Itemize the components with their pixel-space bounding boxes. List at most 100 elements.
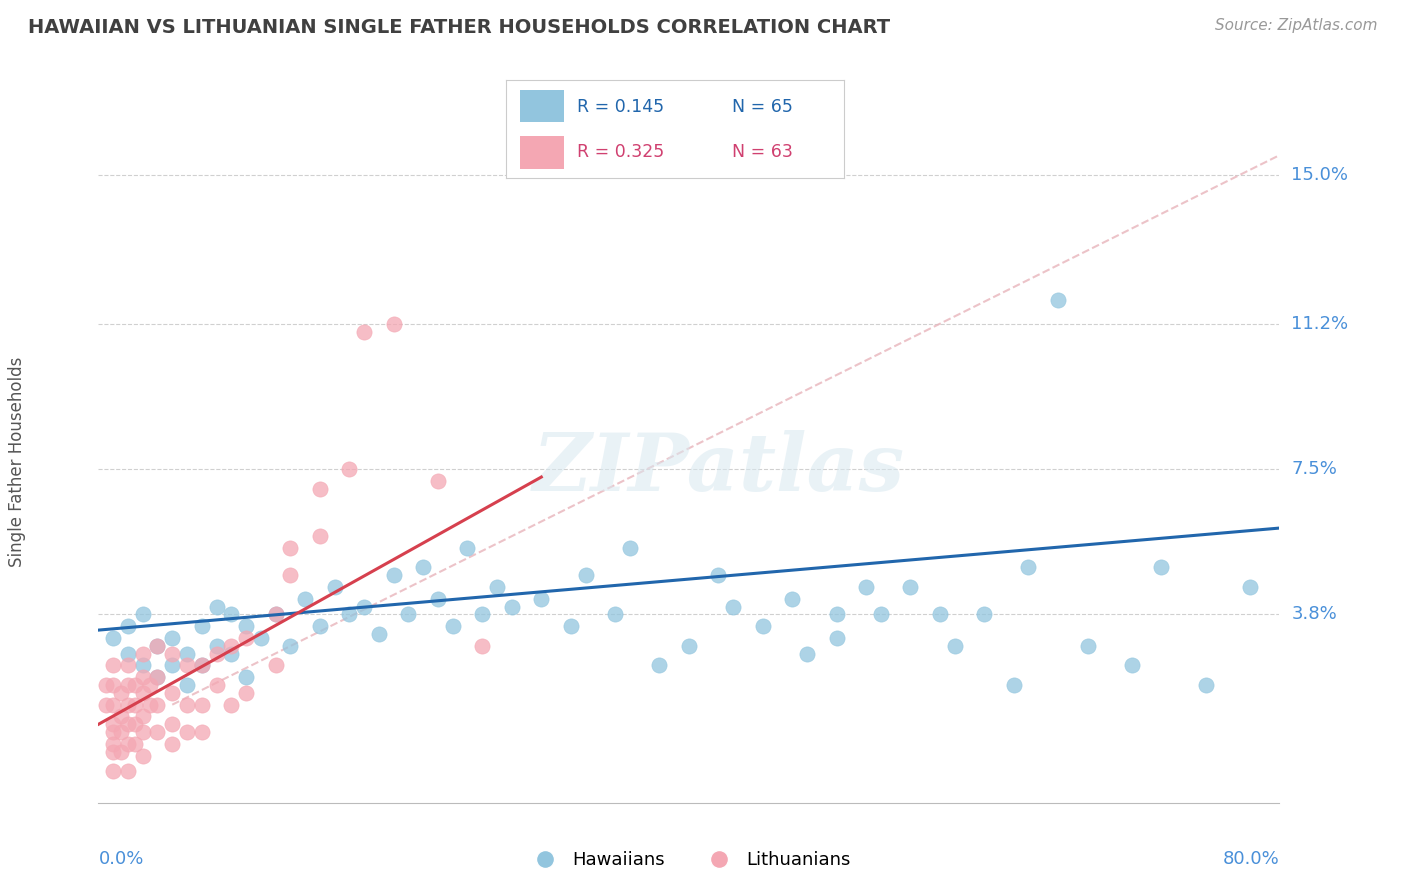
Point bbox=[337, 462, 360, 476]
Point bbox=[1002, 678, 1025, 692]
Point bbox=[427, 474, 450, 488]
Point bbox=[132, 670, 155, 684]
Bar bbox=[520, 136, 564, 169]
Point bbox=[132, 607, 155, 622]
Point bbox=[368, 627, 391, 641]
Point bbox=[103, 764, 125, 779]
Point bbox=[560, 619, 582, 633]
Point bbox=[973, 607, 995, 622]
Point bbox=[796, 647, 818, 661]
Point bbox=[103, 725, 125, 739]
Point bbox=[117, 737, 139, 751]
Point bbox=[619, 541, 641, 555]
Text: HAWAIIAN VS LITHUANIAN SINGLE FATHER HOUSEHOLDS CORRELATION CHART: HAWAIIAN VS LITHUANIAN SINGLE FATHER HOU… bbox=[28, 18, 890, 37]
Point bbox=[943, 639, 966, 653]
Point bbox=[309, 619, 332, 633]
Point bbox=[124, 698, 146, 712]
Point bbox=[176, 725, 198, 739]
Point bbox=[605, 607, 627, 622]
Point bbox=[146, 698, 169, 712]
Point bbox=[103, 737, 125, 751]
Point bbox=[382, 568, 405, 582]
Point bbox=[110, 709, 132, 723]
Point bbox=[176, 698, 198, 712]
Point bbox=[456, 541, 478, 555]
Point bbox=[278, 541, 302, 555]
Point bbox=[103, 717, 125, 731]
Point bbox=[855, 580, 877, 594]
Point bbox=[235, 631, 257, 645]
Point bbox=[678, 639, 700, 653]
Point bbox=[191, 698, 214, 712]
Point bbox=[353, 325, 375, 339]
Point bbox=[132, 686, 155, 700]
Point bbox=[146, 639, 169, 653]
Point bbox=[782, 591, 804, 606]
Point bbox=[900, 580, 922, 594]
Point bbox=[294, 591, 316, 606]
Text: N = 65: N = 65 bbox=[733, 98, 793, 116]
Point bbox=[103, 631, 125, 645]
Point bbox=[110, 686, 132, 700]
Point bbox=[707, 568, 730, 582]
Point bbox=[124, 678, 146, 692]
Point bbox=[1239, 580, 1261, 594]
Point bbox=[219, 639, 242, 653]
Point bbox=[574, 568, 596, 582]
Point bbox=[117, 717, 139, 731]
Text: Single Father Households: Single Father Households bbox=[8, 356, 27, 566]
Point bbox=[235, 619, 257, 633]
Point bbox=[110, 745, 132, 759]
Point bbox=[176, 647, 198, 661]
Point bbox=[869, 607, 891, 622]
Text: 7.5%: 7.5% bbox=[1291, 460, 1337, 478]
Point bbox=[117, 619, 139, 633]
Point bbox=[1150, 560, 1173, 574]
Point bbox=[162, 686, 183, 700]
Point bbox=[162, 717, 183, 731]
Point bbox=[235, 670, 257, 684]
Point bbox=[162, 658, 183, 673]
Point bbox=[176, 658, 198, 673]
Point bbox=[132, 725, 155, 739]
Point bbox=[427, 591, 450, 606]
Text: 0.0%: 0.0% bbox=[98, 850, 143, 868]
Point bbox=[176, 678, 198, 692]
Point bbox=[124, 717, 146, 731]
Point bbox=[205, 647, 228, 661]
Point bbox=[162, 737, 183, 751]
Point bbox=[146, 639, 169, 653]
Point bbox=[353, 599, 375, 614]
Point bbox=[205, 678, 228, 692]
Point bbox=[146, 670, 169, 684]
Point bbox=[309, 482, 332, 496]
Point bbox=[396, 607, 419, 622]
Point bbox=[471, 607, 494, 622]
Text: 3.8%: 3.8% bbox=[1291, 606, 1337, 624]
Point bbox=[382, 317, 405, 331]
Point bbox=[264, 607, 287, 622]
Point bbox=[191, 725, 214, 739]
Point bbox=[1121, 658, 1143, 673]
Point bbox=[264, 607, 287, 622]
Point bbox=[309, 529, 332, 543]
Point bbox=[103, 698, 125, 712]
Point bbox=[219, 647, 242, 661]
Point bbox=[825, 607, 848, 622]
Point bbox=[648, 658, 671, 673]
Point bbox=[721, 599, 744, 614]
Point bbox=[278, 639, 302, 653]
Point bbox=[117, 764, 139, 779]
Point bbox=[162, 647, 183, 661]
Point bbox=[264, 658, 287, 673]
Point bbox=[205, 639, 228, 653]
Point bbox=[146, 670, 169, 684]
Point bbox=[110, 725, 132, 739]
Point bbox=[117, 647, 139, 661]
Point bbox=[219, 607, 242, 622]
Point bbox=[132, 748, 155, 763]
Point bbox=[103, 745, 125, 759]
Text: 11.2%: 11.2% bbox=[1291, 315, 1348, 333]
Point bbox=[94, 678, 117, 692]
Point bbox=[825, 631, 848, 645]
